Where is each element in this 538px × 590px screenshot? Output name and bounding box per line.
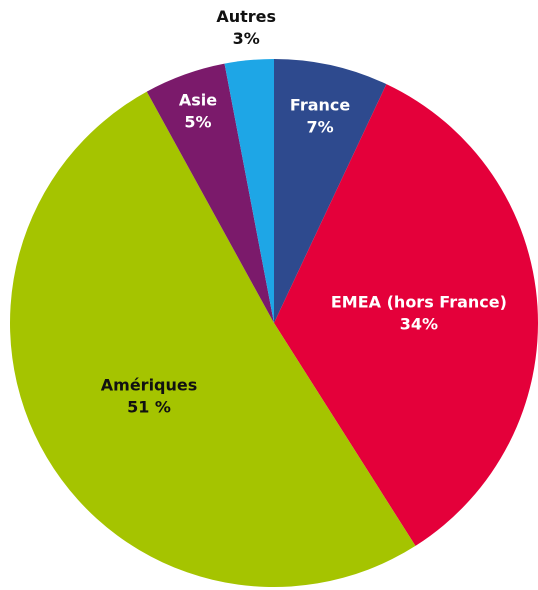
slice-label: Autres: [216, 7, 276, 26]
value-label: 51 %: [127, 397, 171, 416]
pie-slice: [274, 59, 387, 323]
slice-label: EMEA (hors France): [331, 292, 507, 311]
value-label: 7%: [306, 117, 333, 136]
pie-slice: [146, 63, 274, 323]
pie-slice: [10, 91, 416, 587]
pie-slice: [274, 84, 538, 546]
value-label: 34%: [400, 314, 438, 333]
slice-label: Asie: [179, 90, 217, 109]
slice-label: France: [290, 95, 350, 114]
slice-label: Amériques: [101, 375, 198, 394]
value-label: 5%: [184, 112, 211, 131]
pie-slice: [224, 59, 274, 323]
value-label: 3%: [233, 29, 260, 48]
